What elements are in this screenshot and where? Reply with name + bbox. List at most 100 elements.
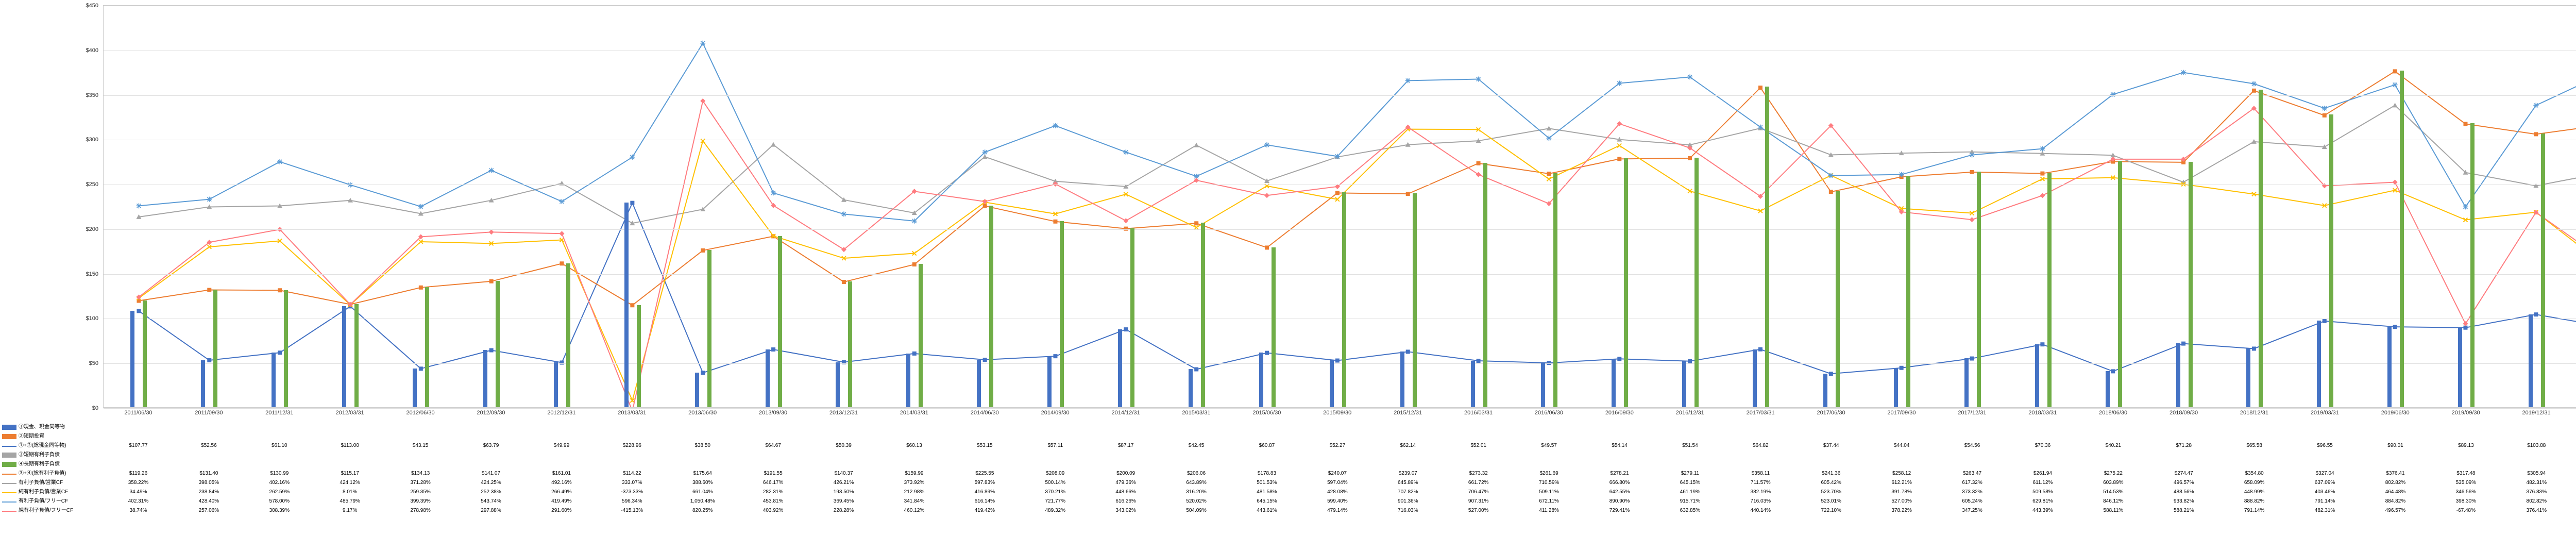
bar-①現金、現金同等物 [2529, 314, 2533, 407]
bar-④長期有利子負債 [1201, 223, 1205, 407]
table-cell: 509.11% [1514, 488, 1584, 497]
bar-④長期有利子負債 [2259, 90, 2263, 407]
bar-①現金、現金同等物 [1400, 352, 1404, 407]
bar-④長期有利子負債 [1906, 176, 1910, 407]
table-cell: 527.00% [1443, 506, 1514, 515]
marker [1970, 170, 1974, 174]
marker [1828, 173, 1834, 178]
marker [1687, 74, 1692, 79]
table-cell: 645.15% [1655, 478, 1725, 488]
bar-①現金、現金同等物 [2458, 327, 2462, 407]
table-cell: 915.71% [1655, 497, 1725, 506]
marker [489, 229, 494, 235]
bar-①現金、現金同等物 [1964, 358, 1969, 407]
table-cell: 376.41% [2501, 506, 2572, 515]
marker [630, 155, 635, 160]
bar-④長期有利子負債 [2189, 162, 2193, 407]
table-cell: 791.14% [2219, 506, 2290, 515]
table-cell: $273.32 [1443, 469, 1514, 478]
table-cell: $240.07 [1302, 469, 1372, 478]
legend-label: ②短期投資 [19, 432, 44, 441]
marker [2323, 113, 2327, 118]
bar-④長期有利子負債 [1624, 158, 1628, 407]
marker [2323, 319, 2327, 323]
table-cell: $274.47 [2148, 469, 2219, 478]
table-cell: $261.94 [2007, 469, 2078, 478]
table-cell: 536.09% [2572, 478, 2576, 488]
table-cell: $140.37 [808, 469, 879, 478]
marker [419, 286, 423, 290]
marker [1405, 78, 1411, 83]
table-cell: 802.82% [2360, 478, 2431, 488]
marker [207, 358, 211, 362]
marker [2393, 69, 2397, 73]
table-cell: $258.12 [1867, 469, 1937, 478]
table-cell: 424.12% [315, 478, 385, 488]
bar-①現金、現金同等物 [201, 360, 205, 407]
table-cell: 501.53% [1232, 478, 1302, 488]
table-cell: 504.09% [1161, 506, 1232, 515]
table-cell: $159.99 [879, 469, 950, 478]
table-cell: 716.03% [1372, 506, 1443, 515]
marker [2393, 82, 2398, 87]
table-cell: 597.83% [950, 478, 1020, 488]
table-cell: $305.94 [2501, 469, 2572, 478]
bar-①現金、現金同等物 [836, 362, 840, 407]
bar-④長期有利子負債 [2541, 133, 2545, 407]
table-cell: 411.28% [1514, 506, 1584, 515]
legend-label: 有利子負債/フリーCF [19, 497, 68, 506]
table-cell: 603.89% [2078, 478, 2148, 488]
bar-④長期有利子負債 [2118, 161, 2122, 407]
marker [1829, 190, 1833, 194]
table-cell: $131.40 [174, 469, 244, 478]
bar-①現金、現金同等物 [1259, 353, 1263, 407]
table-cell: $228.96 [597, 441, 667, 450]
table-cell: $52.56 [174, 441, 244, 450]
table-cell: 901.36% [1372, 497, 1443, 506]
x-tick: 2016/12/31 [1676, 410, 1704, 416]
y-left-tick: $0 [92, 405, 98, 411]
line-①+②(総現金同等物) [139, 56, 2576, 374]
table-cell: 266.49% [526, 488, 597, 497]
table-cell: 341.84% [879, 497, 950, 506]
table-row: $119.26$131.40$130.99$115.17$134.13$141.… [103, 469, 2576, 478]
bar-①現金、現金同等物 [1682, 361, 1686, 407]
marker [1264, 142, 1269, 147]
x-tick: 2016/09/30 [1605, 410, 1634, 416]
table-row: 34.49%238.84%262.59%8.01%259.35%252.38%2… [103, 488, 2576, 497]
table-cell: 481.58% [1232, 488, 1302, 497]
legend-left: ①現金、現金同等物②短期投資①+②(総現金同等物)③短期有利子負債④長期有利子負… [0, 423, 103, 515]
marker [983, 204, 987, 208]
marker [2040, 172, 2044, 176]
table-cell: 523.01% [1796, 497, 1867, 506]
marker [1970, 357, 1974, 361]
table-cell: 479.14% [1302, 506, 1372, 515]
table-cell: $141.07 [456, 469, 527, 478]
table-cell: 378.22% [1867, 506, 1937, 515]
x-tick: 2018/06/30 [2099, 410, 2127, 416]
table-cell: 523.70% [1796, 488, 1867, 497]
marker [560, 261, 564, 265]
bar-④長期有利子負債 [1413, 193, 1417, 407]
x-tick: 2017/09/30 [1887, 410, 1916, 416]
legend-marker [2, 453, 16, 458]
legend-label: ③+④(総有利子負債) [19, 469, 66, 478]
marker [2111, 369, 2115, 373]
marker [1900, 366, 1904, 370]
table-cell: 259.35% [385, 488, 456, 497]
table-cell: 661.72% [1443, 478, 1514, 488]
table-cell: 661.04% [667, 488, 738, 497]
marker [841, 211, 846, 216]
table-cell: 710.59% [1514, 478, 1584, 488]
table-row [103, 450, 2576, 460]
legend-item: ③短期有利子負債 [0, 450, 103, 460]
table-cell: 527.00% [1867, 497, 1937, 506]
table-cell: 543.74% [456, 497, 527, 506]
table-cell: $90.14 [2572, 441, 2576, 450]
bar-①現金、現金同等物 [130, 311, 134, 407]
bar-④長期有利子負債 [1060, 221, 1064, 407]
table-cell: 672.11% [1514, 497, 1584, 506]
table-cell: 398.30% [2431, 497, 2501, 506]
table-cell: 399.39% [385, 497, 456, 506]
marker [1899, 172, 1904, 177]
